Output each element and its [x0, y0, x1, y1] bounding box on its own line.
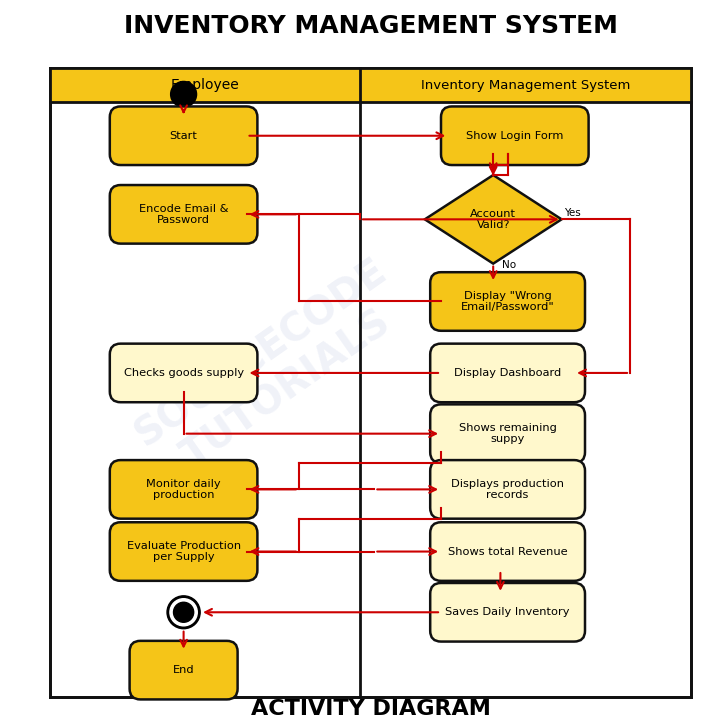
- FancyBboxPatch shape: [130, 641, 238, 699]
- Circle shape: [170, 599, 197, 626]
- FancyBboxPatch shape: [430, 460, 585, 518]
- Text: Inventory Management System: Inventory Management System: [421, 78, 630, 91]
- Text: Yes: Yes: [564, 208, 580, 217]
- Circle shape: [171, 81, 197, 107]
- FancyBboxPatch shape: [430, 272, 585, 330]
- Text: Monitor daily
production: Monitor daily production: [146, 479, 221, 500]
- Text: Encode Email &
Password: Encode Email & Password: [139, 204, 228, 225]
- Text: Checks goods supply: Checks goods supply: [124, 368, 243, 378]
- FancyBboxPatch shape: [430, 522, 585, 581]
- Text: Display Dashboard: Display Dashboard: [454, 368, 561, 378]
- FancyBboxPatch shape: [430, 405, 585, 463]
- Text: Shows remaining
suppy: Shows remaining suppy: [459, 423, 557, 444]
- FancyBboxPatch shape: [50, 68, 691, 102]
- FancyBboxPatch shape: [110, 185, 258, 243]
- Text: Evaluate Production
per Supply: Evaluate Production per Supply: [127, 541, 240, 562]
- FancyBboxPatch shape: [110, 343, 258, 402]
- Text: Saves Daily Inventory: Saves Daily Inventory: [446, 607, 570, 617]
- FancyBboxPatch shape: [430, 583, 585, 642]
- FancyBboxPatch shape: [430, 343, 585, 402]
- FancyBboxPatch shape: [50, 68, 691, 696]
- Text: INVENTORY MANAGEMENT SYSTEM: INVENTORY MANAGEMENT SYSTEM: [124, 14, 618, 38]
- Text: ACTIVITY DIAGRAM: ACTIVITY DIAGRAM: [251, 698, 491, 719]
- Text: No: No: [502, 260, 516, 270]
- Polygon shape: [425, 175, 562, 264]
- Text: Displays production
records: Displays production records: [451, 479, 564, 500]
- FancyBboxPatch shape: [110, 460, 258, 518]
- Text: Start: Start: [170, 131, 197, 140]
- Text: Employee: Employee: [171, 78, 240, 92]
- FancyBboxPatch shape: [110, 107, 258, 165]
- Text: Show Login Form: Show Login Form: [466, 131, 564, 140]
- FancyBboxPatch shape: [441, 107, 588, 165]
- Text: Display "Wrong
Email/Password": Display "Wrong Email/Password": [461, 291, 554, 312]
- Text: End: End: [173, 665, 194, 675]
- Text: Shows total Revenue: Shows total Revenue: [448, 546, 567, 557]
- Text: SOURCECODE
TUTORIALS: SOURCECODE TUTORIALS: [128, 253, 419, 490]
- Circle shape: [174, 602, 194, 622]
- FancyBboxPatch shape: [110, 522, 258, 581]
- Circle shape: [167, 596, 200, 629]
- Text: Account
Valid?: Account Valid?: [470, 209, 516, 230]
